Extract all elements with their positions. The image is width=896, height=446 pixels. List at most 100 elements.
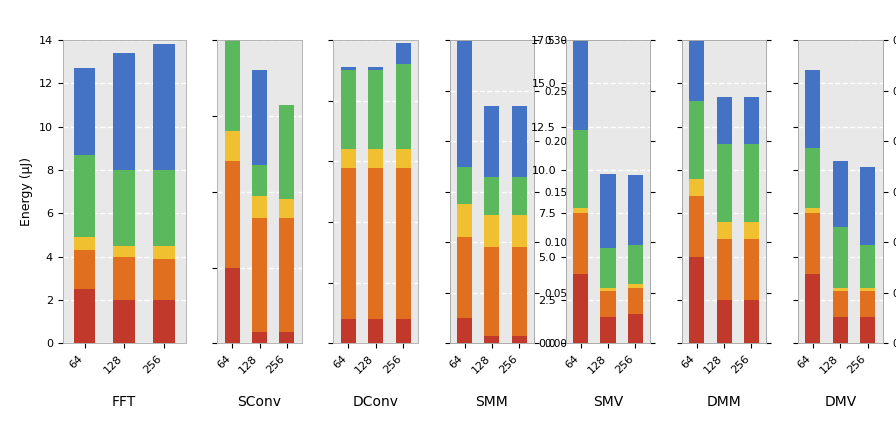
Bar <box>252 70 267 165</box>
X-axis label: DMV: DMV <box>824 395 857 409</box>
Bar <box>73 289 96 343</box>
Bar <box>860 318 875 343</box>
Bar <box>113 53 135 170</box>
Bar <box>395 319 410 343</box>
Bar <box>689 196 704 257</box>
Y-axis label: Energy (μJ): Energy (μJ) <box>21 157 33 226</box>
Bar <box>832 288 848 291</box>
X-axis label: SMV: SMV <box>593 395 623 409</box>
Bar <box>806 214 821 274</box>
Bar <box>573 274 588 343</box>
Bar <box>280 218 295 332</box>
Bar <box>600 248 616 288</box>
Bar <box>512 215 527 248</box>
Bar <box>600 288 616 291</box>
Bar <box>280 199 295 219</box>
Bar <box>485 248 499 336</box>
Bar <box>113 300 135 343</box>
Bar <box>280 105 295 199</box>
Bar <box>832 227 848 288</box>
Bar <box>341 67 356 70</box>
Bar <box>457 166 472 204</box>
Bar <box>225 161 240 268</box>
Bar <box>806 274 821 343</box>
Bar <box>457 35 472 166</box>
Bar <box>512 248 527 336</box>
Bar <box>832 161 848 227</box>
X-axis label: DConv: DConv <box>353 395 399 409</box>
Bar <box>252 218 267 332</box>
Bar <box>341 70 356 149</box>
Bar <box>368 149 383 168</box>
Bar <box>600 291 616 318</box>
Bar <box>341 149 356 168</box>
Bar <box>252 165 267 195</box>
X-axis label: DMM: DMM <box>707 395 742 409</box>
Bar <box>628 175 642 245</box>
Bar <box>512 106 527 177</box>
X-axis label: SConv: SConv <box>237 395 281 409</box>
Bar <box>744 300 759 343</box>
Bar <box>485 215 499 248</box>
Bar <box>573 208 588 214</box>
X-axis label: FFT: FFT <box>112 395 136 409</box>
Bar <box>689 257 704 343</box>
Bar <box>485 106 499 177</box>
Bar <box>573 130 588 208</box>
Bar <box>395 43 410 64</box>
Bar <box>73 155 96 237</box>
Bar <box>628 285 642 288</box>
Bar <box>457 204 472 237</box>
Bar <box>485 336 499 343</box>
Bar <box>717 222 732 240</box>
Bar <box>153 300 175 343</box>
Bar <box>153 45 175 170</box>
Bar <box>744 144 759 222</box>
Bar <box>280 332 295 343</box>
Bar <box>341 168 356 319</box>
Bar <box>806 208 821 214</box>
Bar <box>457 237 472 318</box>
Bar <box>689 179 704 196</box>
Bar <box>512 336 527 343</box>
Bar <box>689 26 704 101</box>
Bar <box>832 291 848 318</box>
Bar <box>395 168 410 319</box>
Bar <box>225 40 240 131</box>
Bar <box>689 101 704 179</box>
Bar <box>225 131 240 161</box>
X-axis label: SMM: SMM <box>476 395 508 409</box>
Bar <box>860 288 875 291</box>
Bar <box>457 318 472 343</box>
Bar <box>73 237 96 250</box>
Bar <box>860 291 875 318</box>
Bar <box>832 318 848 343</box>
Bar <box>252 196 267 219</box>
Bar <box>573 38 588 130</box>
Bar <box>860 167 875 245</box>
Bar <box>600 173 616 248</box>
Bar <box>73 68 96 155</box>
Bar <box>485 177 499 215</box>
Bar <box>806 148 821 208</box>
Bar <box>113 246 135 257</box>
Bar <box>744 222 759 240</box>
Bar <box>744 97 759 144</box>
Bar <box>717 240 732 300</box>
Bar <box>628 288 642 314</box>
Bar <box>252 332 267 343</box>
Bar <box>512 177 527 215</box>
Bar <box>806 70 821 148</box>
Bar <box>573 214 588 274</box>
Bar <box>113 170 135 246</box>
Bar <box>717 97 732 144</box>
Bar <box>73 250 96 289</box>
Bar <box>717 144 732 222</box>
Bar <box>368 319 383 343</box>
Bar <box>153 170 175 246</box>
Bar <box>153 259 175 300</box>
Bar <box>717 300 732 343</box>
Bar <box>395 149 410 168</box>
Bar <box>628 314 642 343</box>
Bar <box>860 245 875 288</box>
